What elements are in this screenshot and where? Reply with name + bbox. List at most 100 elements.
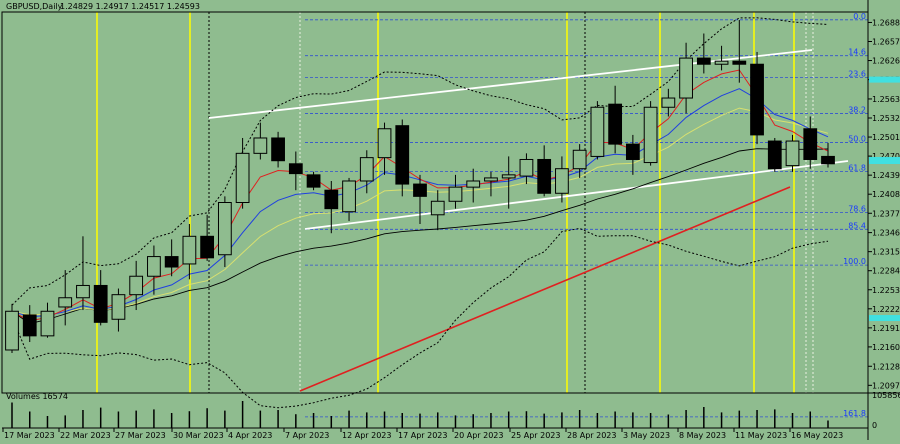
date-tick-label: 11 May 2023 — [735, 431, 787, 440]
price-tick-label: 1.21600 — [872, 343, 900, 352]
volume-max-label: 105856 — [872, 391, 900, 400]
fib-label: 38.2 — [848, 105, 866, 114]
date-tick-label: 28 Apr 2023 — [567, 431, 616, 440]
candle-bear — [288, 163, 303, 175]
candle-bear — [625, 143, 640, 160]
candle-bear — [767, 140, 782, 170]
date-tick-label: 17 Apr 2023 — [398, 431, 447, 440]
candle-bull — [501, 174, 516, 179]
fib-label: 161.8 — [843, 409, 866, 418]
candles — [5, 19, 835, 354]
price-tick-label: 1.23775 — [872, 209, 900, 218]
candle-bear — [821, 155, 835, 165]
price-tick-label: 1.21910 — [872, 324, 900, 333]
candle-bear — [200, 235, 215, 259]
candle-bull — [572, 149, 587, 170]
price-tick-label: 1.25635 — [872, 95, 900, 104]
chart-ohlc: 1.24829 1.24917 1.24517 1.24593 — [60, 2, 200, 11]
price-tick-label: 1.23150 — [872, 248, 900, 257]
fibonacci-levels: 0.0 14.6 23.6 38.2 50.0 61.8 78.6 85.4 100.0 161.… — [305, 12, 868, 418]
volume-label: Volumes 16574 — [6, 392, 68, 401]
candle-bull — [785, 140, 800, 167]
candle-bear — [608, 103, 623, 145]
candle-bear — [696, 57, 711, 65]
candle-bear — [271, 137, 285, 162]
price-tick-label: 1.20975 — [872, 381, 900, 390]
fib-label: 61.8 — [848, 163, 866, 172]
price-tick-label: 1.26260 — [872, 57, 900, 66]
price-tick-label: 1.24395 — [872, 171, 900, 180]
candle-bull — [342, 180, 356, 213]
price-tick-label: 1.25325 — [872, 114, 900, 123]
price-marker — [869, 76, 900, 83]
support-trendline — [299, 186, 791, 392]
candle-bear — [306, 174, 321, 188]
candle-bear — [22, 314, 37, 337]
price-tick-label: 1.24085 — [872, 190, 900, 199]
volume-zero-label: 0 — [872, 421, 877, 430]
candle-bull — [147, 256, 161, 277]
date-tick-label: 25 Apr 2023 — [511, 431, 560, 440]
date-tick-label: 8 May 2023 — [679, 431, 726, 440]
band-lower — [11, 227, 829, 409]
date-tick-label: 3 May 2023 — [623, 431, 670, 440]
candle-bull — [590, 106, 605, 157]
candle-bull — [182, 235, 197, 265]
candle-bear — [803, 128, 818, 160]
price-axis: 1.268801.265701.262601.259501.256351.253… — [868, 18, 900, 390]
date-tick-label: 12 Apr 2023 — [342, 431, 391, 440]
date-tick-label: 22 Mar 2023 — [60, 431, 111, 440]
candle-bull — [235, 152, 250, 204]
candle-bull — [217, 202, 232, 256]
candle-bear — [395, 125, 410, 185]
candle-bull — [430, 200, 445, 216]
candle-bull — [679, 57, 693, 99]
fib-label: 23.6 — [848, 70, 866, 79]
price-tick-label: 1.26570 — [872, 37, 900, 46]
candle-bear — [324, 189, 339, 210]
band-upper — [11, 17, 829, 306]
candle-bull — [129, 275, 144, 296]
channel-lower — [304, 160, 849, 230]
candle-bear — [413, 183, 427, 197]
candle-bull — [359, 157, 374, 182]
price-marker — [869, 315, 900, 322]
chart-symbol: GBPUSD,Daily — [6, 2, 63, 11]
price-tick-label: 1.26880 — [872, 18, 900, 27]
price-tick-label: 1.22530 — [872, 286, 900, 295]
date-tick-label: 27 Mar 2023 — [115, 431, 166, 440]
fib-label: 50.0 — [848, 134, 866, 143]
candle-bull — [448, 186, 463, 202]
candle-bull — [5, 310, 19, 351]
candle-bull — [253, 137, 268, 154]
ma-black — [11, 148, 829, 325]
current-price-marker — [869, 157, 900, 165]
candle-bear — [537, 158, 552, 194]
candle-bear — [750, 63, 764, 136]
fib-label: 85.4 — [848, 221, 866, 230]
price-tick-label: 1.22220 — [872, 305, 900, 314]
candle-bull — [58, 297, 73, 308]
candle-bull — [555, 168, 569, 194]
date-tick-label: 20 Apr 2023 — [454, 431, 503, 440]
fib-label: 14.6 — [848, 48, 866, 57]
date-axis: 17 Mar 2023 22 Mar 2023 27 Mar 2023 30 Mar … — [2, 428, 843, 440]
date-tick-label: 16 May 2023 — [791, 431, 843, 440]
candle-bull — [40, 310, 55, 337]
fib-label: 0.0 — [853, 12, 866, 21]
fib-label: 78.6 — [848, 205, 866, 214]
candle-bull — [466, 180, 481, 188]
price-tick-label: 1.23460 — [872, 229, 900, 238]
candle-bear — [93, 284, 108, 323]
date-tick-label: 4 Apr 2023 — [228, 431, 272, 440]
candle-bear — [732, 60, 747, 65]
date-tick-label: 17 Mar 2023 — [4, 431, 55, 440]
channel-upper — [208, 49, 813, 119]
candle-bull — [484, 177, 498, 182]
price-tick-label: 1.25015 — [872, 133, 900, 142]
candle-bull — [519, 158, 534, 177]
date-tick-label: 30 Mar 2023 — [173, 431, 224, 440]
fib-label: 100.0 — [843, 257, 866, 266]
